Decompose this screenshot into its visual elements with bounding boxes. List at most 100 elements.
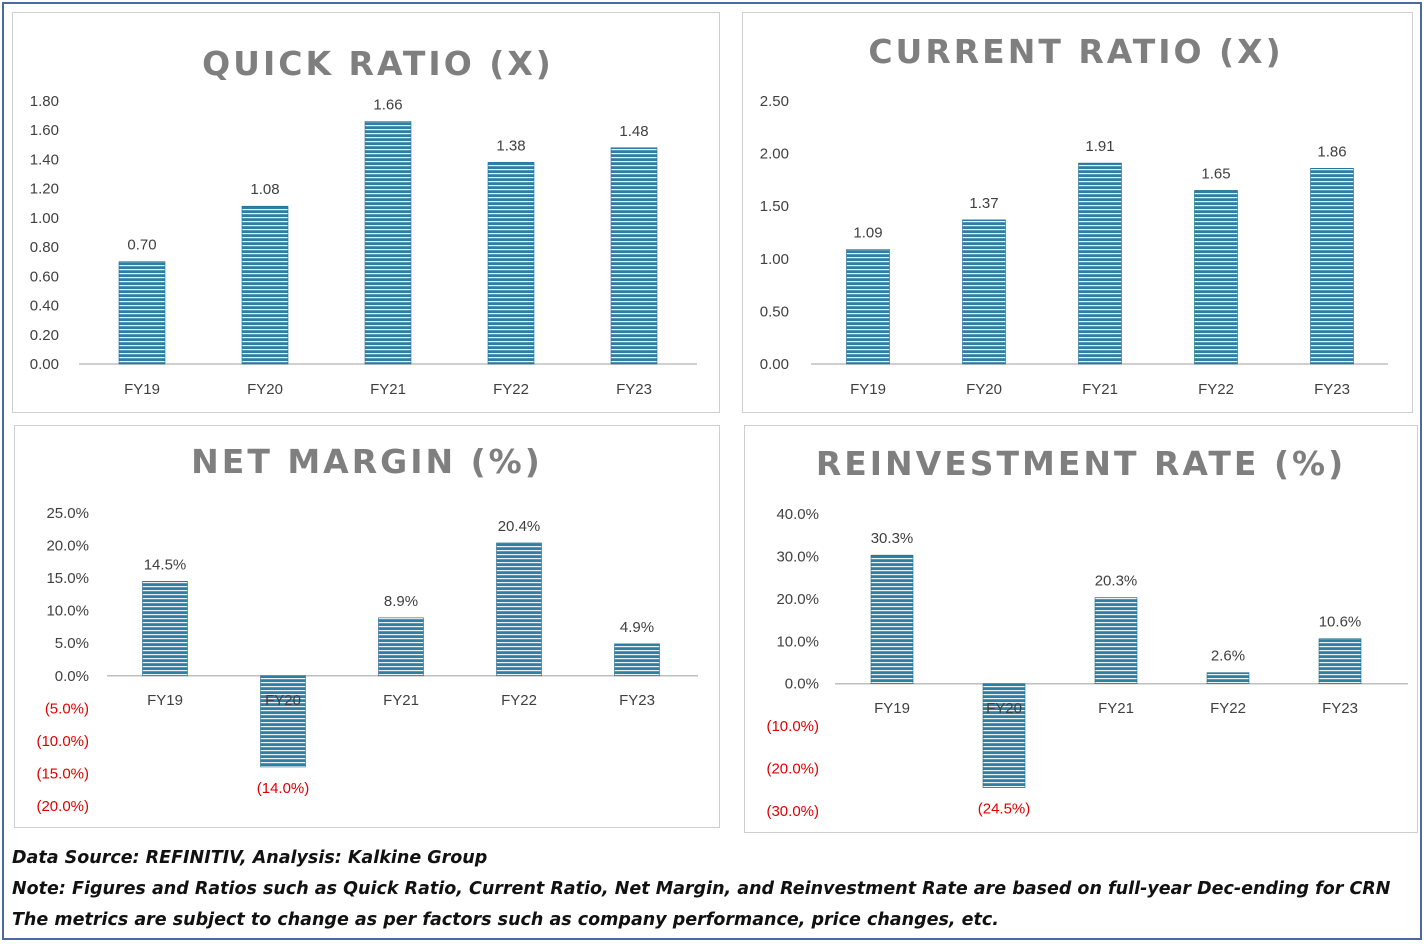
y-tick-label: 0.60 (30, 268, 59, 285)
bar-fy22 (487, 162, 535, 365)
category-label: FY20 (966, 381, 1002, 398)
data-label: 1.48 (619, 123, 648, 140)
bar-fy20 (241, 205, 289, 365)
category-label: FY21 (370, 381, 406, 398)
category-label: FY21 (383, 692, 419, 709)
net-margin-chart: NET MARGIN (%) 25.0% 20.0% 15.0% 10.0% 5.0% 0.… (36, 442, 698, 815)
y-tick-label: 0.00 (760, 356, 789, 373)
data-label: 1.09 (853, 224, 882, 241)
bar-fy22 (496, 542, 542, 677)
bar-fy22 (1206, 672, 1250, 685)
bar-fy21 (1078, 162, 1122, 365)
bar-fy19 (846, 249, 890, 365)
disclaimer-text: The metrics are subject to change as per… (12, 910, 999, 930)
y-tick-label: (15.0%) (36, 765, 89, 782)
bar-fy23 (614, 643, 660, 677)
data-label: 1.86 (1317, 143, 1346, 160)
data-label: 8.9% (384, 593, 418, 610)
y-tick-label: 10.0% (776, 633, 819, 650)
chart-title: REINVESTMENT RATE (%) (816, 444, 1346, 483)
data-label: 10.6% (1319, 614, 1362, 631)
category-label: FY22 (501, 692, 537, 709)
data-label: 30.3% (871, 530, 914, 547)
y-tick-label: (30.0%) (766, 803, 819, 820)
data-label: (14.0%) (257, 780, 310, 797)
category-label: FY20 (265, 692, 301, 709)
y-tick-label: 0.0% (785, 676, 819, 693)
data-label: 14.5% (144, 556, 187, 573)
y-tick-label: 2.50 (760, 93, 789, 110)
category-label: FY23 (616, 381, 652, 398)
chart-title: QUICK RATIO (X) (202, 44, 554, 83)
data-label: (24.5%) (978, 801, 1031, 818)
y-tick-label: (5.0%) (45, 700, 89, 717)
bar-fy23 (610, 147, 658, 365)
bar-fy19 (118, 261, 166, 365)
bar-fy22 (1194, 190, 1238, 365)
quick-ratio-panel: QUICK RATIO (X) 0.00 0.20 0.40 0.60 0.80 1.00 1… (12, 12, 720, 413)
bar-fy23 (1310, 168, 1354, 365)
data-label: 1.37 (969, 195, 998, 212)
data-label: 1.91 (1085, 138, 1114, 155)
y-tick-label: 5.0% (55, 635, 89, 652)
category-label: FY21 (1082, 381, 1118, 398)
current-ratio-panel: CURRENT RATIO (X) 0.00 0.50 1.00 1.50 2.00 2.5… (742, 12, 1413, 413)
y-tick-label: 1.60 (30, 122, 59, 139)
y-tick-label: 15.0% (46, 570, 89, 587)
y-tick-label: 0.00 (30, 356, 59, 373)
quick-ratio-chart: QUICK RATIO (X) 0.00 0.20 0.40 0.60 0.80 1.00 1… (30, 44, 697, 398)
y-tick-label: 25.0% (46, 505, 89, 522)
y-tick-label: 1.50 (760, 198, 789, 215)
y-tick-label: (10.0%) (36, 733, 89, 750)
data-label: 1.38 (496, 137, 525, 154)
category-label: FY19 (124, 381, 160, 398)
chart-title: CURRENT RATIO (X) (868, 32, 1283, 71)
category-label: FY20 (986, 700, 1022, 717)
y-tick-label: 1.40 (30, 151, 59, 168)
category-label: FY19 (874, 700, 910, 717)
y-tick-label: 30.0% (776, 548, 819, 565)
category-label: FY22 (493, 381, 529, 398)
y-tick-label: 0.80 (30, 239, 59, 256)
category-label: FY23 (1322, 700, 1358, 717)
y-tick-label: 2.00 (760, 146, 789, 163)
bar-fy23 (1318, 638, 1362, 685)
chart-title: NET MARGIN (%) (191, 442, 543, 481)
category-label: FY23 (619, 692, 655, 709)
net-margin-panel: NET MARGIN (%) 25.0% 20.0% 15.0% 10.0% 5.0% 0.… (14, 425, 720, 828)
y-tick-label: 1.00 (760, 251, 789, 268)
y-tick-label: 1.00 (30, 210, 59, 227)
bar-fy20 (962, 219, 1006, 365)
category-label: FY22 (1210, 700, 1246, 717)
data-label: 1.65 (1201, 165, 1230, 182)
y-tick-label: 10.0% (46, 603, 89, 620)
data-label: 2.6% (1211, 648, 1245, 665)
bar-fy21 (378, 617, 424, 677)
y-tick-label: (10.0%) (766, 718, 819, 735)
y-tick-label: 20.0% (46, 538, 89, 555)
category-label: FY19 (850, 381, 886, 398)
y-tick-label: 0.40 (30, 298, 59, 315)
bar-fy19 (870, 554, 914, 685)
data-label: 20.3% (1095, 573, 1138, 590)
bar-fy21 (1094, 597, 1138, 685)
y-tick-label: 0.50 (760, 303, 789, 320)
reinvestment-rate-chart: REINVESTMENT RATE (%) 40.0% 30.0% 20.0% 10.0… (766, 444, 1408, 820)
data-label: 0.70 (127, 237, 156, 254)
category-label: FY23 (1314, 381, 1350, 398)
data-source-text: Data Source: REFINITIV, Analysis: Kalkin… (12, 848, 488, 868)
category-label: FY20 (247, 381, 283, 398)
reinvestment-rate-panel: REINVESTMENT RATE (%) 40.0% 30.0% 20.0% 10.0… (744, 425, 1418, 833)
y-tick-label: 0.20 (30, 327, 59, 344)
data-label: 1.66 (373, 96, 402, 113)
note-text: Note: Figures and Ratios such as Quick R… (12, 879, 1391, 899)
y-tick-label: 40.0% (776, 506, 819, 523)
data-label: 1.08 (250, 181, 279, 198)
y-tick-label: (20.0%) (766, 761, 819, 778)
bar-fy20 (982, 683, 1026, 788)
category-label: FY22 (1198, 381, 1234, 398)
y-tick-label: 0.0% (55, 668, 89, 685)
data-label: 20.4% (498, 518, 541, 535)
bar-fy19 (142, 581, 188, 677)
